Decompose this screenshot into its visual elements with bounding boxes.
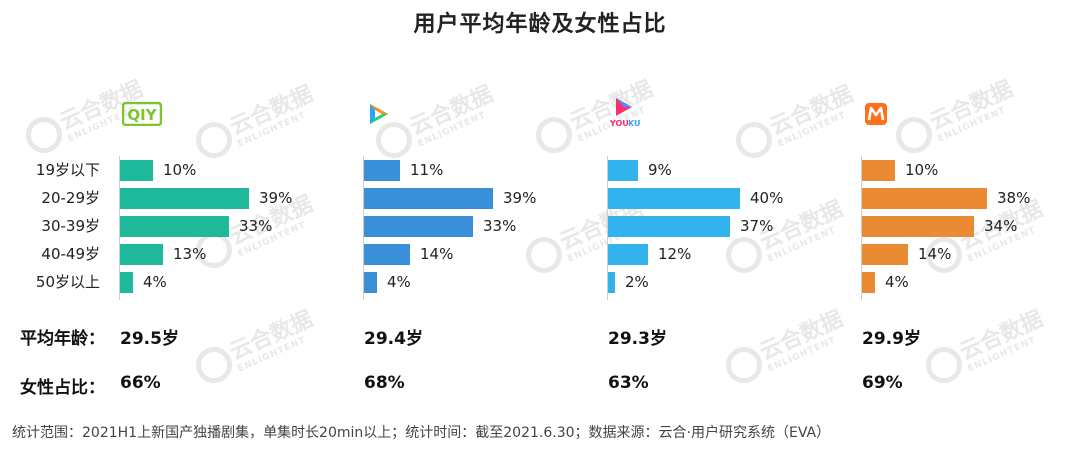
watermark: 云合数据 ENLIGHTENT [406,81,497,150]
data-label: 14% [420,245,454,263]
youku-logo-icon: YOU KU [609,98,644,128]
watermark-circle-icon [896,117,932,153]
svg-text:QIY: QIY [127,106,157,124]
watermark-circle-icon [376,122,412,158]
watermark-circle-icon [196,347,232,383]
data-label: 38% [997,189,1031,207]
bar [608,272,615,293]
watermark: 云合数据 ENLIGHTENT [766,81,857,150]
bar [364,216,473,237]
bar [120,188,249,209]
watermark: 云合数据 ENLIGHTENT [956,306,1047,375]
bar [608,160,638,181]
avg-age-value: 29.5岁 [120,329,179,349]
watermark-circle-icon [526,237,562,273]
data-label: 34% [984,217,1018,235]
category-label: 19岁以下 [35,161,100,179]
iqiyi-logo-icon: QIY [121,101,163,127]
data-label: 4% [143,273,167,291]
data-label: 2% [625,273,649,291]
svg-text:KU: KU [628,119,641,128]
bar [120,216,229,237]
data-label: 14% [918,245,952,263]
bar [608,188,740,209]
data-label: 4% [885,273,909,291]
watermark: 云合数据 ENLIGHTENT [926,76,1017,145]
data-label: 11% [410,161,444,179]
bar [862,244,908,265]
data-label: 4% [387,273,411,291]
watermark: 云合数据 ENLIGHTENT [226,81,317,150]
footer-note: 统计范围：2021H1上新国产独播剧集，单集时长20min以上；统计时间：截至2… [12,425,831,441]
watermark: 云合数据 ENLIGHTENT [756,306,847,375]
category-label: 50岁以上 [35,273,100,291]
tencent-video-logo-icon [366,102,390,126]
bar [364,188,493,209]
bar [608,216,730,237]
female-ratio-value: 68% [364,373,405,393]
bar [862,188,987,209]
watermark-circle-icon [196,122,232,158]
avg-age-label: 平均年龄： [20,329,105,349]
chart-axis-line [119,156,120,300]
category-label: 40-49岁 [41,245,100,263]
data-label: 12% [658,245,692,263]
category-label: 30-39岁 [41,217,100,235]
female-ratio-value: 63% [608,373,649,393]
watermark-circle-icon [536,117,572,153]
bar [120,160,153,181]
svg-text:YOU: YOU [610,119,629,128]
data-label: 37% [740,217,774,235]
watermark-circle-icon [926,347,962,383]
chart-axis-line [607,156,608,300]
bar [364,244,410,265]
female-ratio-value: 69% [862,373,903,393]
data-label: 33% [483,217,517,235]
chart-axis-line [861,156,862,300]
bar [862,160,895,181]
avg-age-value: 29.3岁 [608,329,667,349]
bar [364,272,377,293]
female-ratio-value: 66% [120,373,161,393]
bar [862,272,875,293]
data-label: 39% [259,189,293,207]
data-label: 10% [905,161,939,179]
watermark-circle-icon [26,117,62,153]
data-label: 40% [750,189,784,207]
data-label: 13% [173,245,207,263]
mango-tv-logo-icon [864,102,888,126]
category-label: 20-29岁 [41,189,100,207]
bar [364,160,400,181]
data-label: 10% [163,161,197,179]
data-label: 9% [648,161,672,179]
bar [120,272,133,293]
watermark-circle-icon [726,347,762,383]
bar [862,216,974,237]
data-label: 33% [239,217,273,235]
avg-age-value: 29.4岁 [364,329,423,349]
avg-age-value: 29.9岁 [862,329,921,349]
data-label: 39% [503,189,537,207]
bar [120,244,163,265]
watermark-circle-icon [736,122,772,158]
watermark: 云合数据 ENLIGHTENT [226,306,317,375]
watermark-circle-icon [726,237,762,273]
female-ratio-label: 女性占比： [20,378,105,398]
chart-axis-line [363,156,364,300]
bar [608,244,648,265]
chart-title: 用户平均年龄及女性占比 [413,12,667,37]
